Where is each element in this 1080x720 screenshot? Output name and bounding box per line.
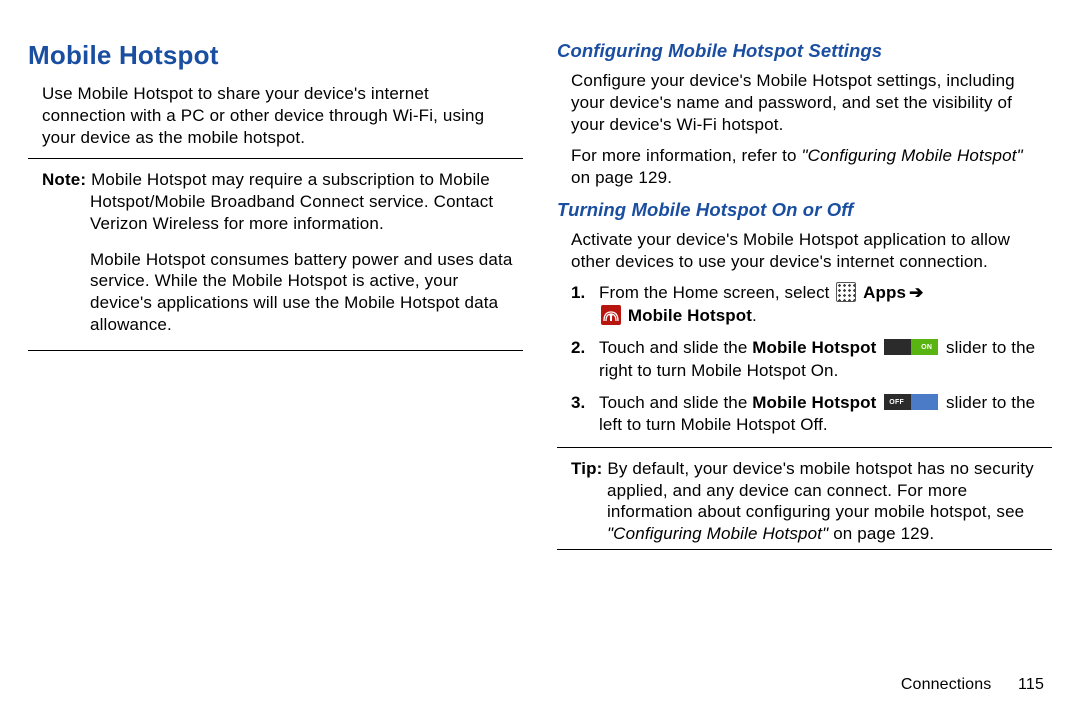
right-column: Configuring Mobile Hotspot Settings Conf… bbox=[557, 40, 1052, 560]
note-label: Note: bbox=[42, 170, 86, 189]
note-paragraph-1: Note: Mobile Hotspot may require a subsc… bbox=[42, 169, 517, 234]
step-3-pre: Touch and slide the bbox=[599, 393, 752, 412]
step-1-post: . bbox=[752, 306, 757, 325]
subheading-configuring: Configuring Mobile Hotspot Settings bbox=[557, 40, 1052, 62]
steps-list: 1. From the Home screen, select Apps bbox=[557, 282, 1052, 437]
divider bbox=[557, 549, 1052, 550]
mobile-hotspot-label: Mobile Hotspot bbox=[628, 306, 752, 325]
step-number: 3. bbox=[571, 392, 599, 437]
footer-section: Connections bbox=[901, 676, 992, 693]
mobile-hotspot-icon bbox=[601, 305, 621, 325]
subheading-turning: Turning Mobile Hotspot On or Off bbox=[557, 199, 1052, 221]
step-1-pre: From the Home screen, select bbox=[599, 283, 834, 302]
config-ref: "Configuring Mobile Hotspot" bbox=[801, 146, 1022, 165]
main-heading: Mobile Hotspot bbox=[28, 40, 523, 71]
tip-ref: "Configuring Mobile Hotspot" bbox=[607, 524, 828, 543]
left-column: Mobile Hotspot Use Mobile Hotspot to sha… bbox=[28, 40, 523, 560]
step-2-bold: Mobile Hotspot bbox=[752, 338, 876, 357]
tip-block: Tip: By default, your device's mobile ho… bbox=[557, 458, 1052, 545]
config-paragraph-1: Configure your device's Mobile Hotspot s… bbox=[557, 70, 1052, 135]
config-ref-post: on page 129. bbox=[571, 168, 672, 187]
config-paragraph-2: For more information, refer to "Configur… bbox=[557, 145, 1052, 189]
turning-paragraph: Activate your device's Mobile Hotspot ap… bbox=[557, 229, 1052, 273]
divider bbox=[28, 350, 523, 351]
toggle-on-icon: ON bbox=[884, 339, 938, 355]
page-footer: Connections 115 bbox=[901, 676, 1044, 694]
footer-page-number: 115 bbox=[1018, 676, 1044, 693]
toggle-on-label: ON bbox=[921, 343, 932, 352]
intro-paragraph: Use Mobile Hotspot to share your device'… bbox=[28, 83, 523, 148]
tip-text-b: on page 129. bbox=[828, 524, 934, 543]
toggle-off-icon: OFF bbox=[884, 394, 938, 410]
note-text-1: Mobile Hotspot may require a subscriptio… bbox=[90, 170, 493, 233]
note-block: Note: Mobile Hotspot may require a subsc… bbox=[28, 169, 523, 335]
toggle-off-label: OFF bbox=[889, 398, 904, 407]
apps-icon bbox=[836, 282, 856, 302]
config-ref-pre: For more information, refer to bbox=[571, 146, 801, 165]
step-2-pre: Touch and slide the bbox=[599, 338, 752, 357]
step-number: 1. bbox=[571, 282, 599, 327]
divider bbox=[28, 158, 523, 159]
step-3: 3. Touch and slide the Mobile Hotspot OF… bbox=[571, 392, 1046, 437]
divider bbox=[557, 447, 1052, 448]
step-number: 2. bbox=[571, 337, 599, 382]
step-3-bold: Mobile Hotspot bbox=[752, 393, 876, 412]
tip-label: Tip: bbox=[571, 459, 602, 478]
step-1: 1. From the Home screen, select Apps bbox=[571, 282, 1046, 327]
note-paragraph-2: Mobile Hotspot consumes battery power an… bbox=[42, 249, 517, 336]
apps-label: Apps bbox=[863, 283, 923, 302]
step-2: 2. Touch and slide the Mobile Hotspot ON… bbox=[571, 337, 1046, 382]
tip-paragraph: Tip: By default, your device's mobile ho… bbox=[571, 458, 1046, 545]
tip-text-a: By default, your device's mobile hotspot… bbox=[607, 459, 1034, 522]
